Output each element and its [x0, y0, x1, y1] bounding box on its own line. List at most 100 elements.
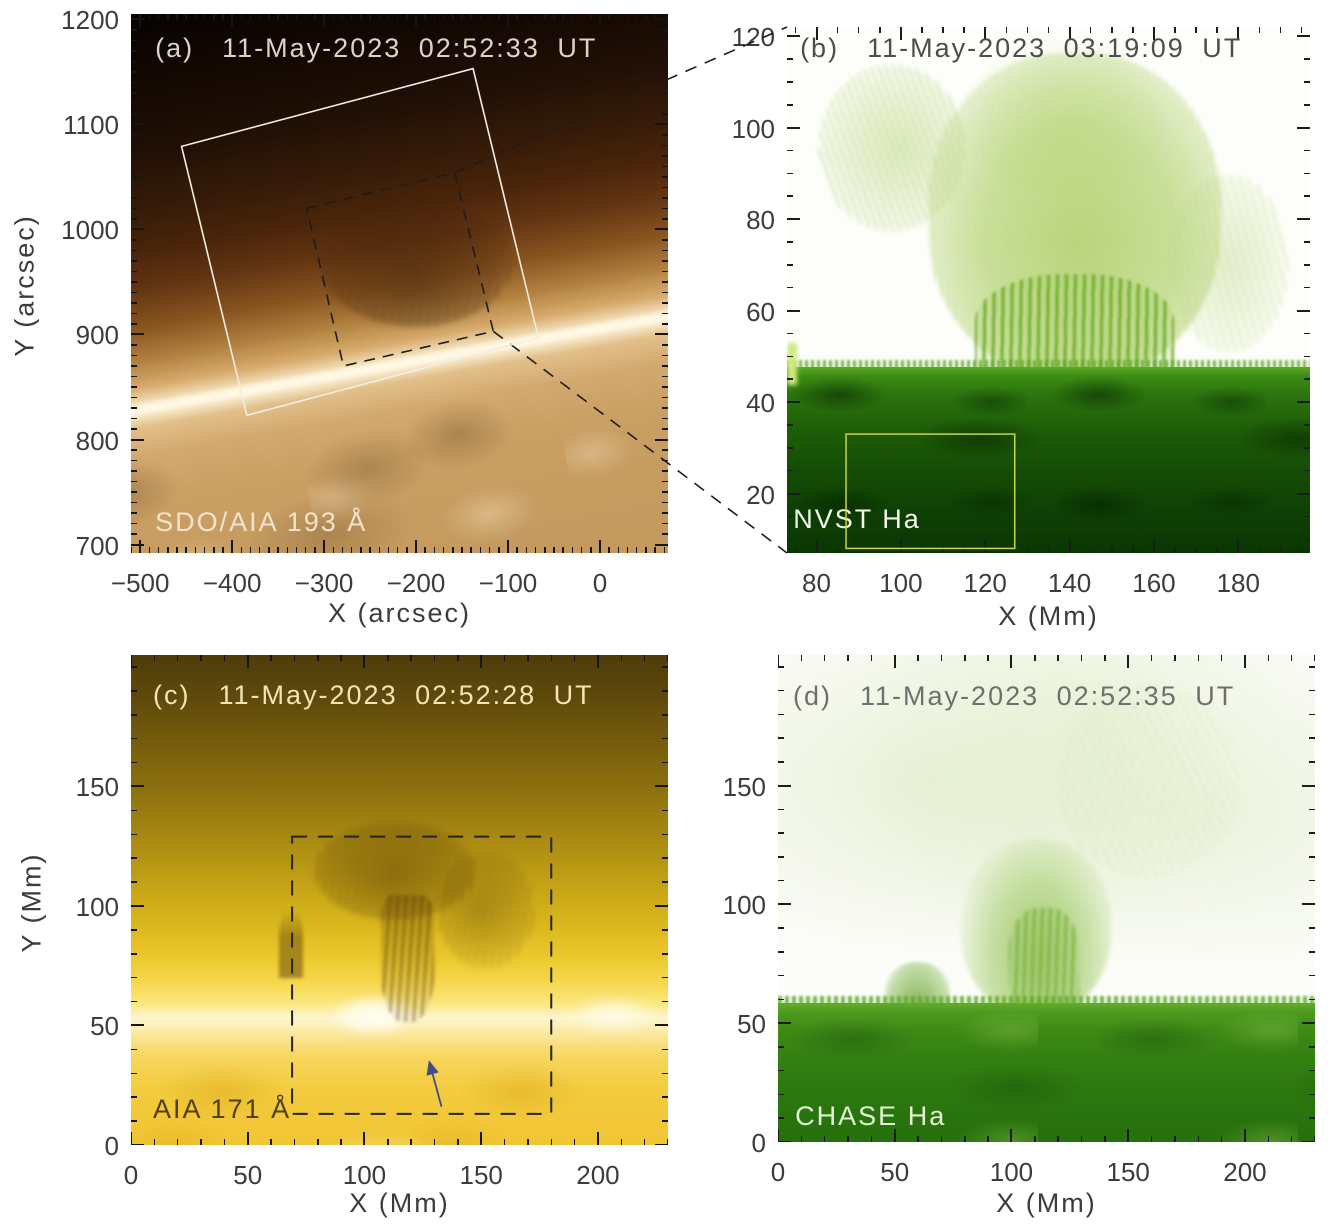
panel-d-title: (d) 11-May-2023 02:52:35 UT	[793, 681, 1235, 712]
tick-mark	[662, 197, 668, 199]
panel-d-x-tick-label: 200	[1223, 1157, 1267, 1187]
tick-mark	[1304, 104, 1310, 106]
tick-mark	[963, 547, 965, 553]
tick-mark	[662, 207, 668, 210]
tick-mark	[516, 14, 518, 20]
tick-mark	[1304, 81, 1310, 83]
tick-mark	[847, 655, 849, 661]
tick-mark	[131, 737, 137, 740]
tick-mark	[857, 547, 860, 553]
tick-mark	[332, 14, 335, 20]
tick-mark	[153, 1139, 156, 1145]
tick-mark	[410, 1139, 412, 1145]
tick-mark	[442, 14, 445, 20]
tick-mark	[893, 655, 896, 668]
tick-mark	[249, 547, 252, 553]
tick-mark	[645, 14, 647, 20]
tick-mark	[787, 104, 793, 106]
tick-mark	[787, 309, 800, 312]
tick-mark	[1309, 974, 1315, 977]
panel-c-plot: (c) 11-May-2023 02:52:28 UT AIA 171 Å	[131, 655, 668, 1145]
tick-mark	[131, 218, 137, 220]
tick-mark	[131, 491, 137, 493]
tick-mark	[378, 547, 381, 553]
tick-mark	[1068, 27, 1071, 40]
tick-mark	[620, 655, 623, 661]
panel-d-x-axis-title: X (Mm)	[996, 1188, 1097, 1218]
panel-c-instrument-label: AIA 171 Å	[153, 1093, 292, 1124]
tick-mark	[847, 1136, 849, 1142]
tick-mark	[800, 655, 803, 661]
tick-mark	[1026, 27, 1029, 33]
tick-mark	[396, 547, 399, 553]
tick-mark	[787, 378, 793, 380]
panel-a-plot: (a) 11-May-2023 02:52:33 UT SDO/AIA 193 Å	[131, 14, 668, 553]
tick-mark	[794, 27, 797, 33]
tick-mark	[131, 14, 132, 20]
tick-mark	[131, 522, 137, 525]
tick-mark	[176, 14, 178, 20]
tick-mark	[1309, 879, 1315, 882]
tick-mark	[131, 666, 137, 668]
tick-mark	[176, 1139, 179, 1145]
tick-mark	[662, 71, 668, 73]
tick-mark	[917, 655, 919, 661]
tick-mark	[1304, 286, 1310, 289]
panel-c-x-axis-title: X (Mm)	[349, 1188, 450, 1218]
tick-mark	[131, 354, 137, 357]
tick-mark	[131, 1144, 144, 1145]
tick-mark	[662, 176, 668, 178]
tick-mark	[387, 1139, 389, 1145]
tick-mark	[787, 469, 793, 472]
tick-mark	[131, 333, 144, 336]
tick-mark	[503, 1139, 506, 1145]
panel-a-instrument-label: SDO/AIA 193 Å	[155, 507, 368, 538]
panel-a-y-tick-label: 1200	[61, 5, 119, 36]
tick-mark	[131, 29, 137, 31]
tick-mark	[1297, 35, 1310, 38]
tick-mark	[879, 547, 881, 553]
tick-mark	[645, 547, 647, 553]
tick-mark	[1300, 547, 1303, 553]
tick-mark	[778, 666, 784, 668]
tick-mark	[550, 1139, 552, 1145]
tick-mark	[452, 14, 454, 20]
tick-mark	[787, 35, 800, 38]
tick-mark	[787, 126, 800, 129]
tick-mark	[167, 547, 169, 553]
panel-b-x-tick-label: 100	[879, 568, 923, 598]
tick-mark	[293, 1139, 296, 1145]
tick-mark	[270, 1139, 272, 1145]
tick-mark	[479, 547, 482, 553]
tick-mark	[131, 39, 137, 42]
tick-mark	[323, 540, 326, 553]
tick-mark	[662, 480, 668, 483]
panel-c-y-tick-label: 0	[104, 1131, 119, 1161]
tick-mark	[1258, 547, 1261, 553]
tick-mark	[787, 286, 793, 289]
tick-mark	[815, 540, 818, 553]
tick-mark	[1267, 655, 1270, 661]
tick-mark	[608, 547, 610, 553]
tick-mark	[131, 123, 144, 126]
tick-mark	[1309, 1117, 1315, 1119]
tick-mark	[131, 18, 144, 21]
tick-mark	[787, 424, 793, 426]
tick-mark	[185, 547, 187, 553]
tick-mark	[1216, 27, 1218, 33]
tick-mark	[258, 547, 261, 553]
tick-mark	[410, 655, 412, 661]
tick-mark	[131, 60, 137, 63]
tick-mark	[620, 1139, 623, 1145]
tick-mark	[1132, 27, 1134, 33]
tick-mark	[596, 1132, 599, 1145]
tick-mark	[562, 547, 564, 553]
panel-a-y-tick-label: 800	[75, 425, 119, 456]
tick-mark	[1304, 424, 1310, 426]
tick-mark	[544, 14, 546, 20]
panel-b-right-wisps	[1168, 174, 1290, 354]
tick-mark	[304, 547, 307, 553]
tick-mark	[1080, 1136, 1083, 1142]
tick-mark	[1302, 1022, 1315, 1025]
tick-mark	[778, 879, 784, 882]
